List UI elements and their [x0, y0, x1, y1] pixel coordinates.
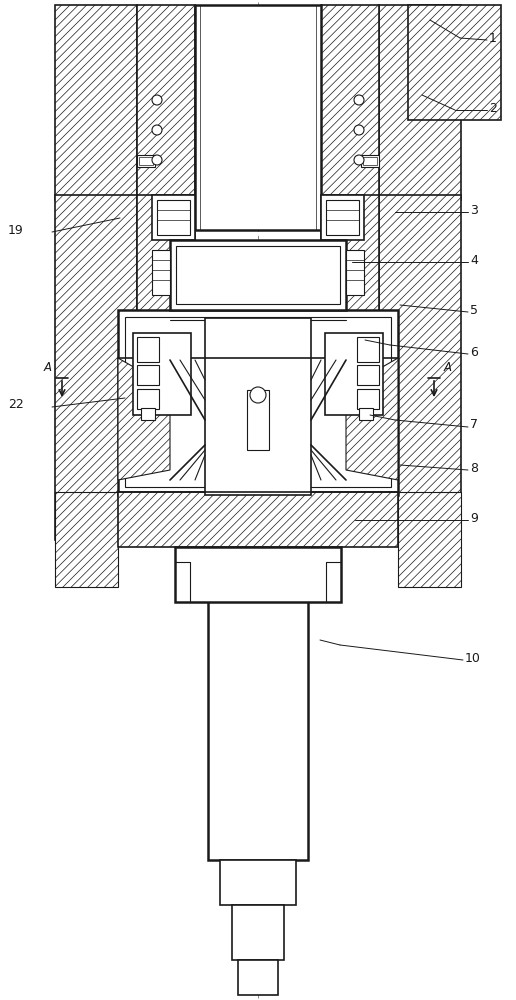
- Bar: [170, 240, 346, 310]
- Bar: [118, 492, 398, 547]
- Bar: [325, 333, 383, 415]
- Bar: [379, 5, 461, 200]
- Text: 2: 2: [489, 102, 497, 114]
- Circle shape: [250, 387, 266, 403]
- Circle shape: [152, 155, 162, 165]
- Bar: [137, 155, 155, 167]
- Bar: [137, 337, 159, 362]
- Text: A: A: [44, 361, 52, 374]
- Bar: [326, 200, 359, 235]
- Bar: [55, 492, 118, 587]
- Circle shape: [354, 95, 364, 105]
- Bar: [195, 5, 321, 230]
- Text: A: A: [444, 361, 452, 374]
- Polygon shape: [346, 358, 398, 480]
- Bar: [152, 195, 195, 240]
- Bar: [139, 157, 153, 165]
- Bar: [133, 333, 191, 415]
- Bar: [220, 860, 296, 905]
- Bar: [176, 246, 340, 304]
- Bar: [346, 250, 364, 295]
- Bar: [361, 155, 379, 167]
- Bar: [321, 195, 364, 240]
- Bar: [321, 195, 379, 390]
- Circle shape: [354, 155, 364, 165]
- Bar: [321, 5, 379, 200]
- Bar: [175, 547, 341, 602]
- Bar: [157, 200, 190, 235]
- Bar: [238, 960, 278, 995]
- Text: 7: 7: [470, 418, 478, 432]
- Bar: [55, 5, 137, 200]
- Bar: [118, 310, 398, 495]
- Bar: [359, 408, 373, 420]
- Bar: [152, 250, 170, 295]
- Bar: [232, 905, 284, 960]
- Text: 9: 9: [470, 512, 478, 524]
- Text: 4: 4: [470, 253, 478, 266]
- Bar: [137, 365, 159, 385]
- Bar: [55, 195, 137, 540]
- Text: 6: 6: [470, 346, 478, 359]
- Bar: [137, 195, 195, 390]
- Text: 19: 19: [8, 224, 24, 236]
- Text: 10: 10: [465, 652, 481, 664]
- Text: 22: 22: [8, 398, 24, 412]
- Bar: [141, 408, 155, 420]
- Bar: [208, 600, 308, 860]
- Bar: [363, 157, 377, 165]
- Bar: [379, 195, 461, 540]
- Bar: [357, 337, 379, 362]
- Bar: [247, 390, 269, 450]
- Polygon shape: [118, 358, 170, 480]
- Text: 1: 1: [489, 31, 497, 44]
- Text: 8: 8: [470, 462, 478, 475]
- Bar: [357, 365, 379, 385]
- Bar: [357, 389, 379, 409]
- Bar: [205, 318, 311, 495]
- Bar: [398, 492, 461, 587]
- Bar: [408, 5, 501, 120]
- Bar: [137, 389, 159, 409]
- Text: 3: 3: [470, 204, 478, 217]
- Circle shape: [152, 125, 162, 135]
- Text: 5: 5: [470, 304, 478, 316]
- Bar: [137, 5, 195, 200]
- Circle shape: [152, 95, 162, 105]
- Bar: [125, 317, 391, 487]
- Circle shape: [354, 125, 364, 135]
